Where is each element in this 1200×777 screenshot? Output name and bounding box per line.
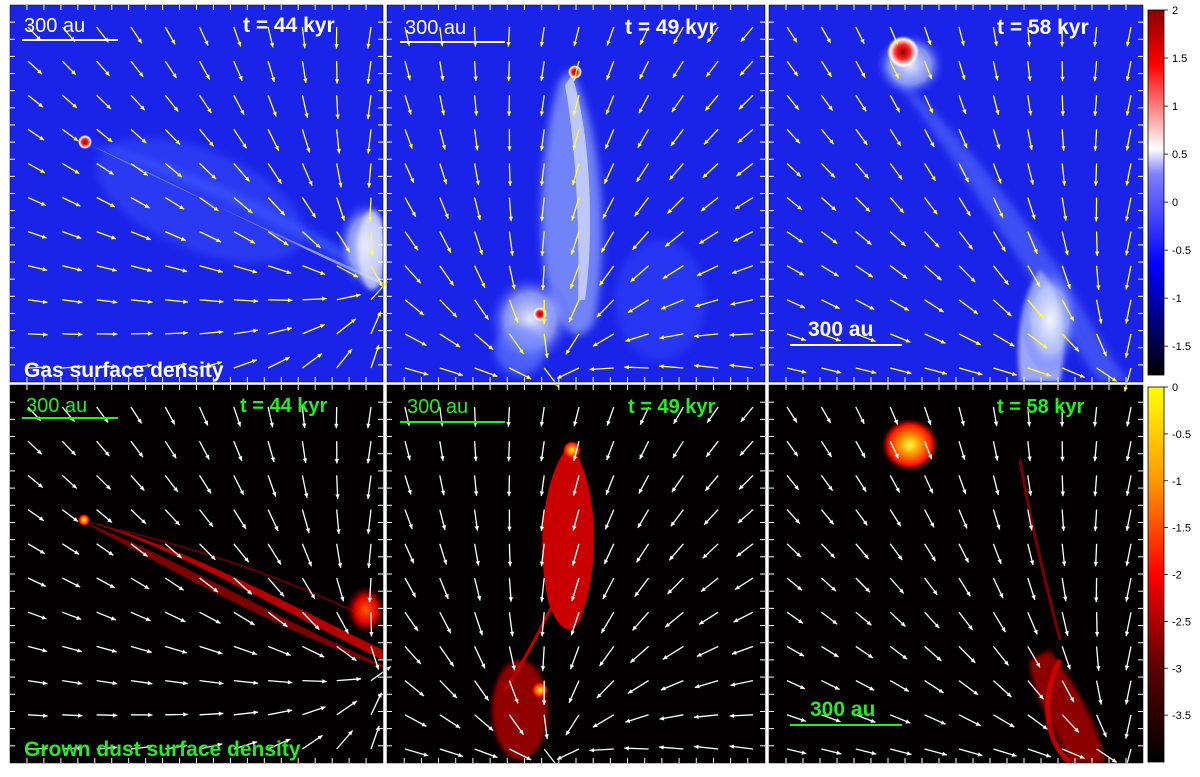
colorbar-tick-label: -0.5	[1172, 429, 1191, 441]
gas-colorbar-ticks: 2 1.5 1 0.5 0 -0.5 -1 -1.5	[1164, 5, 1191, 353]
gas-panel-49kyr	[387, 5, 765, 382]
colorbar-tick-label: -2	[1172, 570, 1182, 582]
gas-colorbar: 2 1.5 1 0.5 0 -0.5 -1 -1.5	[1148, 5, 1191, 375]
colorbar-tick-label: -2.5	[1172, 616, 1191, 628]
colorbar-tick-label: -1	[1172, 293, 1182, 305]
quantity-label: Grown dust surface density	[24, 738, 301, 761]
time-label: t = 49 kyr	[628, 396, 716, 418]
scale-label: 300 au	[26, 395, 87, 417]
colorbar-tick-label: 1.5	[1172, 53, 1187, 65]
colorbar-tick-label: 0	[1172, 197, 1178, 209]
scale-label: 300 au	[810, 698, 875, 721]
time-label: t = 44 kyr	[240, 395, 328, 417]
colorbar-tick-label: 2	[1172, 5, 1178, 17]
gas-panel-44kyr	[10, 5, 393, 382]
colorbar-tick-label: 0	[1172, 382, 1178, 394]
scale-label: 300 au	[24, 15, 85, 37]
time-label: t = 58 kyr	[997, 16, 1089, 39]
colorbar-tick-label: -0.5	[1172, 245, 1191, 257]
colorbar-tick-label: -1	[1172, 476, 1182, 488]
quantity-label: Gas surface density	[24, 359, 224, 382]
scale-label: 300 au	[405, 17, 466, 39]
scale-label: 300 au	[407, 396, 468, 418]
time-label: t = 49 kyr	[625, 16, 717, 39]
dust-panel-49kyr	[387, 385, 765, 763]
dust-colorbar-ticks: 0 -0.5 -1 -1.5 -2 -2.5 -3 -3.5	[1164, 382, 1191, 722]
colorbar-tick-label: -3.5	[1172, 710, 1191, 722]
scale-label: 300 au	[808, 318, 873, 341]
dust-panel-44kyr	[10, 385, 386, 763]
colorbar-tick-label: 0.5	[1172, 149, 1187, 161]
dust-colorbar: 0 -0.5 -1 -1.5 -2 -2.5 -3 -3.5	[1148, 382, 1191, 762]
colorbar-tick-label: -1.5	[1172, 341, 1191, 353]
time-label: t = 58 kyr	[997, 396, 1085, 418]
colorbar-tick-label: -3	[1172, 663, 1182, 675]
colorbar-tick-label: 1	[1172, 101, 1178, 113]
time-label: t = 44 kyr	[243, 14, 335, 37]
colorbar-tick-label: -1.5	[1172, 523, 1191, 535]
